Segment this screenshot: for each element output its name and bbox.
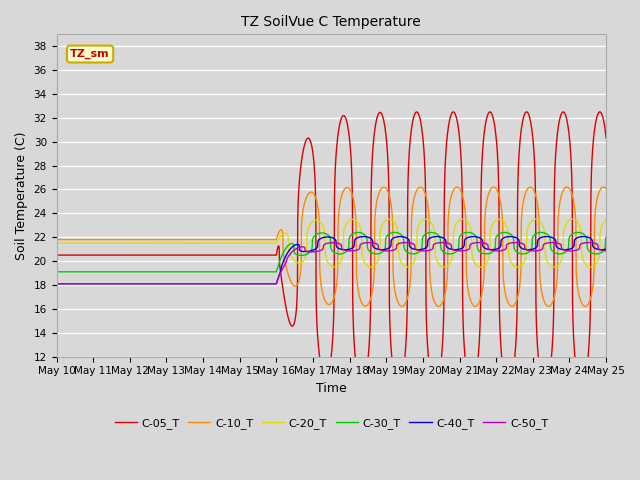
C-40_T xyxy=(262,281,270,287)
Line: C-10_T: C-10_T xyxy=(56,187,606,306)
C-20_T xyxy=(382,217,390,223)
C-20_T xyxy=(410,259,418,265)
Line: C-30_T: C-30_T xyxy=(56,232,606,272)
C-05_T xyxy=(602,135,610,141)
Line: C-40_T: C-40_T xyxy=(56,237,606,284)
C-30_T xyxy=(463,229,470,235)
Title: TZ SoilVue C Temperature: TZ SoilVue C Temperature xyxy=(241,15,421,29)
C-50_T xyxy=(52,281,60,287)
C-05_T xyxy=(463,368,470,373)
C-05_T xyxy=(382,133,390,139)
C-30_T xyxy=(52,269,60,275)
Line: C-20_T: C-20_T xyxy=(56,219,606,267)
C-40_T xyxy=(504,234,512,240)
C-05_T xyxy=(504,384,512,389)
C-30_T xyxy=(538,229,545,235)
C-10_T xyxy=(526,184,534,190)
C-50_T xyxy=(262,281,270,287)
X-axis label: Time: Time xyxy=(316,382,347,395)
C-50_T xyxy=(152,281,160,287)
Text: TZ_sm: TZ_sm xyxy=(70,49,110,59)
C-10_T xyxy=(504,300,512,306)
C-40_T xyxy=(543,234,550,240)
C-30_T xyxy=(382,235,390,240)
C-30_T xyxy=(504,230,512,236)
C-20_T xyxy=(463,218,470,224)
Line: C-05_T: C-05_T xyxy=(56,112,606,386)
C-10_T xyxy=(262,237,270,242)
C-20_T xyxy=(262,240,270,246)
C-30_T xyxy=(410,251,418,257)
C-50_T xyxy=(504,241,512,247)
C-20_T xyxy=(504,248,512,253)
C-50_T xyxy=(382,248,390,254)
C-10_T xyxy=(410,196,418,202)
C-10_T xyxy=(382,186,390,192)
C-20_T xyxy=(152,240,160,246)
C-30_T xyxy=(262,269,270,275)
C-10_T xyxy=(463,273,470,278)
C-50_T xyxy=(548,240,556,245)
C-40_T xyxy=(52,281,60,287)
C-20_T xyxy=(587,264,595,270)
C-05_T xyxy=(152,252,160,258)
Y-axis label: Soil Temperature (C): Soil Temperature (C) xyxy=(15,131,28,260)
C-05_T xyxy=(559,109,567,115)
C-50_T xyxy=(602,248,610,254)
C-50_T xyxy=(463,247,470,253)
C-40_T xyxy=(602,246,610,252)
C-40_T xyxy=(410,246,418,252)
C-05_T xyxy=(578,384,586,389)
C-30_T xyxy=(152,269,160,275)
C-10_T xyxy=(52,237,60,242)
C-30_T xyxy=(602,234,610,240)
C-10_T xyxy=(602,186,610,192)
C-40_T xyxy=(463,235,470,241)
C-05_T xyxy=(262,252,270,258)
C-40_T xyxy=(152,281,160,287)
C-50_T xyxy=(410,241,418,247)
Legend: C-05_T, C-10_T, C-20_T, C-30_T, C-40_T, C-50_T: C-05_T, C-10_T, C-20_T, C-30_T, C-40_T, … xyxy=(110,414,552,433)
Line: C-50_T: C-50_T xyxy=(56,242,606,284)
C-05_T xyxy=(52,252,60,258)
C-20_T xyxy=(52,240,60,246)
C-20_T xyxy=(602,217,610,223)
C-40_T xyxy=(382,246,390,252)
C-20_T xyxy=(532,216,540,222)
C-10_T xyxy=(581,303,589,309)
C-05_T xyxy=(410,114,418,120)
C-10_T xyxy=(152,237,160,242)
